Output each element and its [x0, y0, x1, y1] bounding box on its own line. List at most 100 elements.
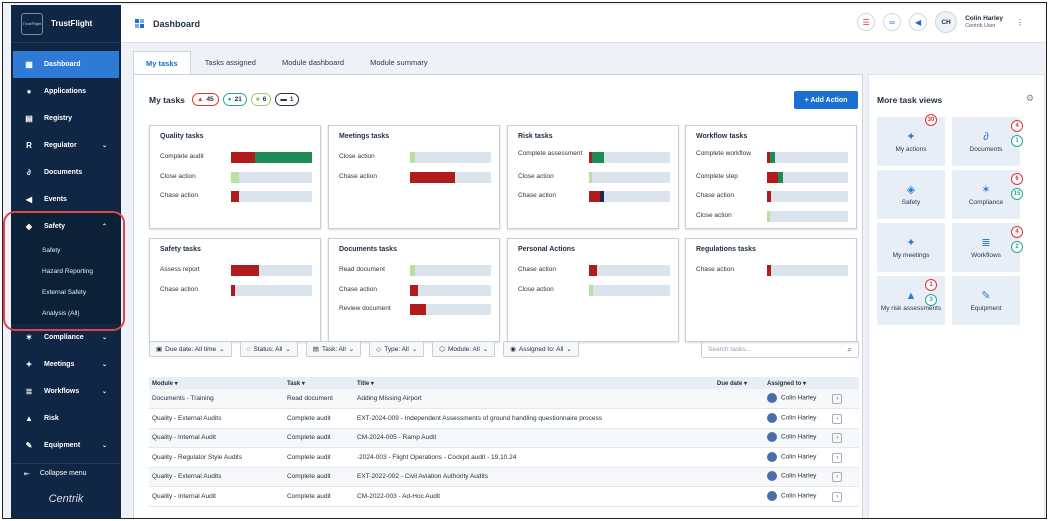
link-icon[interactable]: ∞ [883, 13, 902, 31]
task-progress-bar[interactable] [410, 171, 491, 183]
task-progress-bar[interactable] [589, 152, 670, 163]
column-header-due-date[interactable]: Due date ▾ [714, 377, 764, 389]
task-progress-bar[interactable] [231, 191, 312, 202]
sidebar-item-registry[interactable]: ▤ Registry [11, 105, 121, 132]
sidebar-item-events[interactable]: ◀ Events [11, 186, 121, 213]
column-header-title[interactable]: Title ▾ [354, 377, 714, 389]
sidebar-subitem-analysis-all[interactable]: Analysis (All) [42, 310, 80, 317]
task-row-label: Chase action [160, 285, 198, 293]
task-progress-bar[interactable] [410, 152, 491, 163]
filter-due-date[interactable]: ▣ Due date: All time ⌄ [149, 341, 232, 357]
task-count-badge[interactable]: ▬ 1 [275, 93, 299, 106]
view-tile-compliance[interactable]: ✶ Compliance 6 15 [952, 170, 1023, 219]
filter-task[interactable]: ▤ Task: All ⌄ [305, 341, 362, 357]
task-count-badge[interactable]: ■ 6 [250, 93, 272, 106]
view-tile-equipment[interactable]: ✎ Equipment [952, 276, 1020, 325]
task-count-badge[interactable]: ▲ 45 [192, 93, 219, 106]
table-row[interactable]: Quality - External Audits Complete audit E… [149, 467, 859, 487]
open-task-button[interactable]: › [832, 433, 843, 444]
people-icon: ✦ [25, 360, 33, 369]
open-task-button[interactable]: › [832, 413, 843, 424]
tab-my-tasks[interactable]: My tasks [133, 51, 191, 75]
column-header-module[interactable]: Module ▾ [149, 377, 284, 389]
table-row[interactable]: Quality - Internal Audit Complete audit CM… [149, 486, 859, 507]
sidebar-item-compliance[interactable]: ✶ Compliance ⌄ [11, 324, 121, 351]
sidebar-subitem-hazard-reporting[interactable]: Hazard Reporting [42, 268, 93, 275]
sidebar-item-risk[interactable]: ▲ Risk [11, 405, 121, 432]
task-progress-bar[interactable] [589, 265, 670, 276]
task-progress-bar[interactable] [410, 284, 491, 296]
add-action-button[interactable]: + Add Action [794, 91, 858, 109]
more-task-views-panel: More task views ⚙ ✦ My actions 30 ∂ Document… [868, 74, 1045, 518]
sidebar-item-label: Safety [44, 223, 66, 230]
task-progress-bar[interactable] [231, 171, 312, 183]
task-progress-bar[interactable] [767, 152, 848, 163]
column-header-task[interactable]: Task ▾ [284, 377, 354, 389]
view-tile-my-actions[interactable]: ✦ My actions 30 [877, 114, 945, 166]
task-progress-bar[interactable] [767, 265, 848, 276]
open-task-button[interactable]: › [832, 472, 843, 483]
filter-status[interactable]: ◌ Status: All ⌄ [239, 341, 298, 357]
view-tile-my-risk-assessments[interactable]: ▲ My risk assessments 1 3 [877, 276, 945, 325]
tab-tasks-assigned[interactable]: Tasks assigned [204, 57, 256, 67]
tab-module-summary[interactable]: Module summary [370, 57, 428, 67]
view-tile-my-meetings[interactable]: ✦ My meetings [877, 223, 945, 272]
gear-icon[interactable]: ⚙ [1025, 93, 1034, 103]
filter-label: Task: All [321, 345, 346, 353]
task-progress-bar[interactable] [589, 284, 670, 296]
filter-module[interactable]: ⬡ Module: All ⌄ [432, 341, 496, 357]
more-vertical-icon[interactable]: ⋮ [1016, 17, 1024, 27]
task-progress-bar[interactable] [767, 210, 848, 222]
cell-text: Colin Harley [781, 453, 817, 461]
sidebar-item-applications[interactable]: ● Applications [11, 78, 121, 105]
task-progress-bar[interactable] [231, 265, 312, 276]
table-row[interactable]: Quality - Internal Audit Complete audit CM… [149, 428, 859, 448]
collapse-menu-button[interactable]: ⇤ Collapse menu [11, 463, 121, 483]
sidebar-item-equipment[interactable]: ✎ Equipment ⌄ [11, 432, 121, 459]
search-input[interactable]: Search tasks... ⌕ [701, 341, 859, 358]
view-tile-label: Workflows [971, 252, 1001, 259]
filter-type[interactable]: ◇ Type: All ⌄ [369, 341, 425, 357]
table-row[interactable]: Documents - Training Read document Adding … [149, 389, 859, 409]
task-progress-bar[interactable] [410, 265, 491, 276]
filter-label: Assigned to: All [518, 345, 564, 353]
sidebar-subitem-external-safety[interactable]: External Safety [42, 289, 87, 296]
megaphone-icon[interactable]: ◀ [909, 13, 928, 31]
sidebar-item-dashboard[interactable]: ▦ Dashboard [13, 51, 119, 78]
task-progress-bar[interactable] [767, 191, 848, 202]
open-task-button[interactable]: › [832, 491, 843, 502]
task-progress-bar[interactable] [589, 191, 670, 202]
paperclip-icon: ∂ [27, 168, 31, 177]
view-tile-documents[interactable]: ∂ Documents 4 1 [952, 117, 1023, 166]
table-cell: Colin Harley › [764, 428, 859, 448]
sidebar-item-label: Regulator [44, 142, 77, 149]
cell-text: CM-2024-005 - Ramp Audit [357, 434, 437, 442]
sidebar-item-regulator[interactable]: R Regulator ⌄ [11, 132, 121, 159]
tab-module-dashboard[interactable]: Module dashboard [281, 57, 345, 67]
view-tile-workflows[interactable]: ≣ Workflows 4 2 [952, 223, 1023, 272]
chevron-down-icon: ⌄ [101, 389, 107, 395]
task-progress-bar[interactable] [767, 171, 848, 183]
task-row-label: Complete audit [160, 153, 204, 160]
table-row[interactable]: Quality - Regulator Style Audits Complete… [149, 447, 859, 468]
sidebar-item-documents[interactable]: ∂ Documents [11, 159, 121, 186]
avatar[interactable]: CH [935, 11, 958, 33]
column-header-assigned-to[interactable]: Assigned to ▾ [764, 377, 859, 389]
task-progress-bar[interactable] [231, 152, 312, 163]
filter-assigned-to[interactable]: ◉ Assigned to: All ⌄ [503, 341, 579, 357]
my-tasks-panel: My tasks ▲ 45 ● 21 ■ 6 ▬ 1 + Add Action Quality… [133, 74, 863, 518]
database-icon[interactable]: ☰ [857, 13, 876, 31]
table-row[interactable]: Quality - External Audits Complete audit E… [149, 408, 859, 429]
task-count-badge[interactable]: ● 21 [222, 93, 247, 106]
task-progress-bar[interactable] [231, 284, 312, 296]
sidebar-item-workflows[interactable]: ≣ Workflows ⌄ [11, 378, 121, 405]
sidebar-item-meetings[interactable]: ✦ Meetings ⌄ [11, 351, 121, 378]
task-progress-bar[interactable] [589, 171, 670, 183]
task-progress-bar[interactable] [410, 304, 491, 315]
sidebar-item-safety[interactable]: ◈ Safety ⌃ [11, 213, 121, 240]
view-tile-safety[interactable]: ◈ Safety [877, 170, 945, 219]
user-info[interactable]: Colin Harley Centrik User [965, 15, 1003, 30]
open-task-button[interactable]: › [832, 393, 843, 404]
sidebar-subitem-safety[interactable]: Safety [42, 247, 61, 254]
open-task-button[interactable]: › [832, 452, 843, 463]
